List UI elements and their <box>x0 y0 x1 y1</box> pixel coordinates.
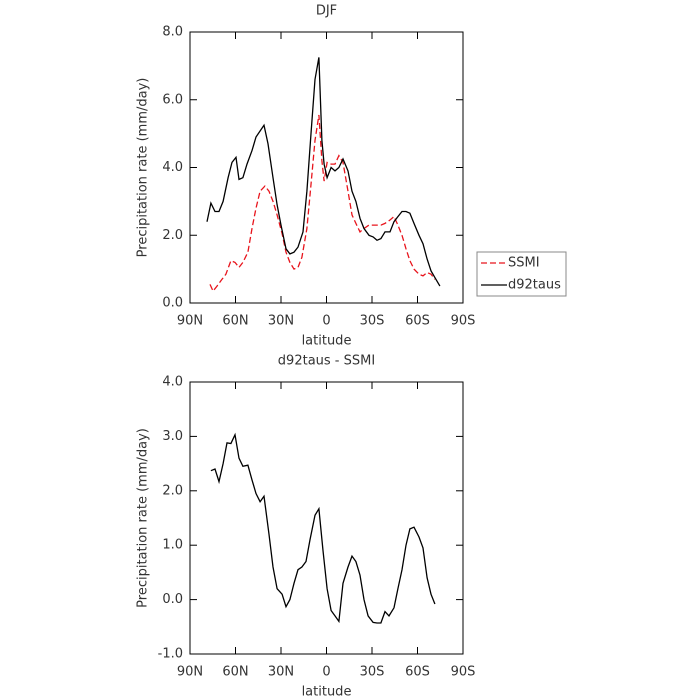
legend-label: SSMI <box>508 256 540 271</box>
x-tick-label: 90S <box>451 314 476 329</box>
x-tick-label: 90N <box>177 314 203 329</box>
y-tick-label: 4.0 <box>162 160 183 175</box>
x-tick-label: 60N <box>222 665 248 680</box>
chart-title: DJF <box>316 4 337 19</box>
y-tick-label: 0.0 <box>162 296 183 311</box>
y-tick-label: 3.0 <box>162 429 183 444</box>
x-tick-label: 90N <box>177 665 203 680</box>
chart-title: d92taus - SSMI <box>278 354 375 369</box>
y-tick-label: 4.0 <box>162 375 183 390</box>
y-tick-label: 1.0 <box>162 538 183 553</box>
x-tick-label: 90S <box>451 665 476 680</box>
y-axis-label: Precipitation rate (mm/day) <box>136 428 151 608</box>
x-tick-label: 30N <box>268 665 294 680</box>
y-tick-label: 2.0 <box>162 483 183 498</box>
x-tick-label: 30S <box>360 314 385 329</box>
x-tick-label: 60S <box>405 665 430 680</box>
y-tick-label: -1.0 <box>158 647 183 662</box>
y-tick-label: 0.0 <box>162 592 183 607</box>
series-line <box>209 114 436 293</box>
series-line <box>210 432 436 624</box>
series-line <box>206 57 441 287</box>
x-axis-label: latitude <box>302 334 352 349</box>
x-tick-label: 30S <box>360 665 385 680</box>
legend-label: d92taus <box>508 278 561 293</box>
x-tick-label: 0 <box>322 665 330 680</box>
x-axis-label: latitude <box>302 685 352 700</box>
legend-box <box>476 251 567 297</box>
x-tick-label: 0 <box>322 314 330 329</box>
x-tick-label: 60S <box>405 314 430 329</box>
x-tick-label: 30N <box>268 314 294 329</box>
y-tick-label: 8.0 <box>162 25 183 40</box>
x-tick-label: 60N <box>222 314 248 329</box>
y-tick-label: 6.0 <box>162 92 183 107</box>
y-axis-label: Precipitation rate (mm/day) <box>136 78 151 258</box>
y-tick-label: 2.0 <box>162 228 183 243</box>
